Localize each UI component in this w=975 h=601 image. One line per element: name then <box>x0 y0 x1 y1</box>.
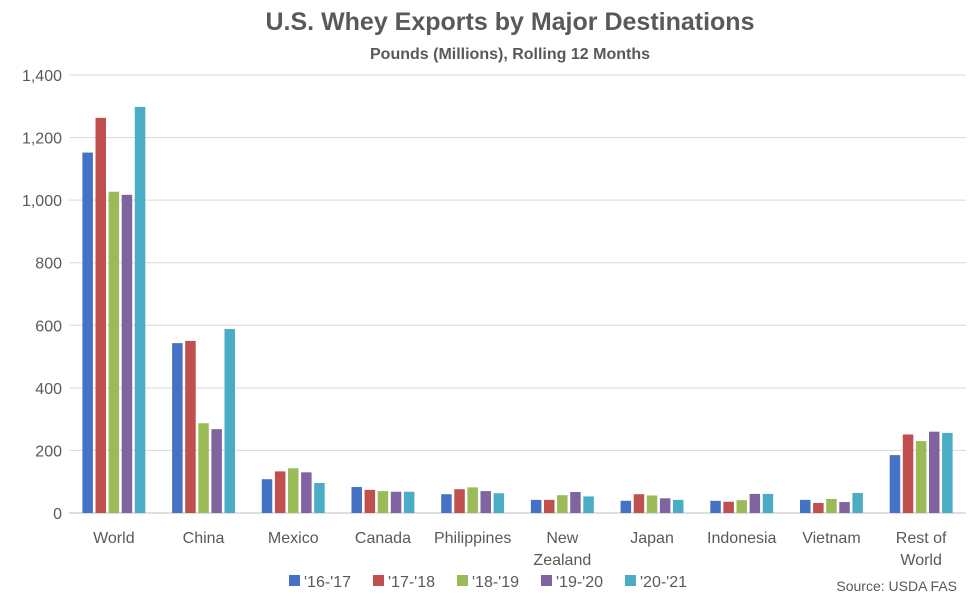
bar <box>185 340 196 513</box>
legend-swatch <box>625 575 636 586</box>
legend-label: '18-'19 <box>472 574 519 591</box>
bar <box>646 495 658 513</box>
y-tick-label: 1,000 <box>22 193 62 210</box>
bar <box>198 423 209 513</box>
bar <box>108 191 120 513</box>
bar <box>902 434 914 513</box>
legend-label: '20-'21 <box>640 574 687 591</box>
bar <box>390 491 402 513</box>
bar <box>82 152 93 514</box>
x-category-label: Rest of <box>896 530 947 547</box>
bar <box>480 491 491 513</box>
bar <box>826 498 837 513</box>
x-category-label: Canada <box>355 530 411 547</box>
bar <box>749 493 761 513</box>
bar <box>852 492 863 513</box>
legend-swatch <box>289 575 300 586</box>
bar <box>351 487 362 513</box>
bar <box>314 482 325 513</box>
bar <box>544 499 555 513</box>
y-tick-label: 200 <box>35 443 62 460</box>
y-tick-label: 600 <box>35 318 62 335</box>
bar <box>301 472 312 513</box>
bar <box>224 329 235 513</box>
bar <box>211 429 222 513</box>
chart-subtitle: Pounds (Millions), Rolling 12 Months <box>370 46 650 63</box>
x-category-label: China <box>183 530 225 547</box>
bar <box>261 479 273 513</box>
bars <box>82 106 953 514</box>
legend-swatch <box>457 575 468 586</box>
x-category-label: Indonesia <box>707 530 776 547</box>
x-axis-categories: World China Mexico Canada Philippines New Zeal… <box>93 530 947 569</box>
x-category-label: World <box>900 552 942 569</box>
bar <box>570 492 581 513</box>
bar <box>364 489 376 513</box>
bar <box>557 495 568 513</box>
y-tick-label: 1,400 <box>22 68 62 85</box>
x-category-label: Japan <box>630 530 674 547</box>
y-tick-label: 0 <box>53 506 62 523</box>
bar <box>633 494 645 513</box>
x-category-label: World <box>93 530 135 547</box>
bar <box>800 499 811 513</box>
legend-label: '19-'20 <box>556 574 603 591</box>
bar <box>736 500 747 513</box>
x-category-label: Zealand <box>533 552 591 569</box>
bar <box>172 343 183 513</box>
x-category-label: Mexico <box>268 530 319 547</box>
bar <box>493 493 505 513</box>
legend-label: '16-'17 <box>304 574 351 591</box>
x-category-label: Philippines <box>434 530 511 547</box>
bar <box>929 431 940 513</box>
bar <box>467 487 478 513</box>
bar <box>121 194 133 513</box>
bar <box>723 501 734 513</box>
bar <box>813 502 824 513</box>
bar <box>441 494 452 513</box>
x-category-label: Vietnam <box>802 530 860 547</box>
bar <box>454 489 465 513</box>
bar <box>659 498 671 513</box>
y-tick-label: 800 <box>35 256 62 273</box>
bar <box>288 468 299 513</box>
bar <box>274 471 286 513</box>
bar <box>673 499 684 513</box>
bar <box>403 491 415 513</box>
bar <box>377 491 389 513</box>
legend-label: '17-'18 <box>388 574 435 591</box>
bar <box>762 493 774 513</box>
bar <box>95 117 106 514</box>
chart-title: U.S. Whey Exports by Major Destinations <box>266 8 755 36</box>
bar <box>889 455 901 513</box>
legend-swatch <box>541 575 552 586</box>
bar <box>134 106 146 513</box>
legend-swatch <box>373 575 384 586</box>
bar <box>620 500 632 513</box>
y-tick-label: 400 <box>35 381 62 398</box>
bar <box>915 441 927 513</box>
bar <box>530 499 542 513</box>
bar <box>839 502 850 513</box>
source-note: Source: USDA FAS <box>836 578 957 594</box>
y-axis-ticks: 0 200 400 600 800 1,000 1,200 1,400 <box>22 68 62 523</box>
legend: '16-'17 '17-'18 '18-'19 '19-'20 '20-'21 <box>289 574 687 591</box>
bar <box>710 500 721 513</box>
y-tick-label: 1,200 <box>22 131 62 148</box>
bar <box>942 432 953 513</box>
x-category-label: New <box>546 530 578 547</box>
bar <box>583 496 594 513</box>
